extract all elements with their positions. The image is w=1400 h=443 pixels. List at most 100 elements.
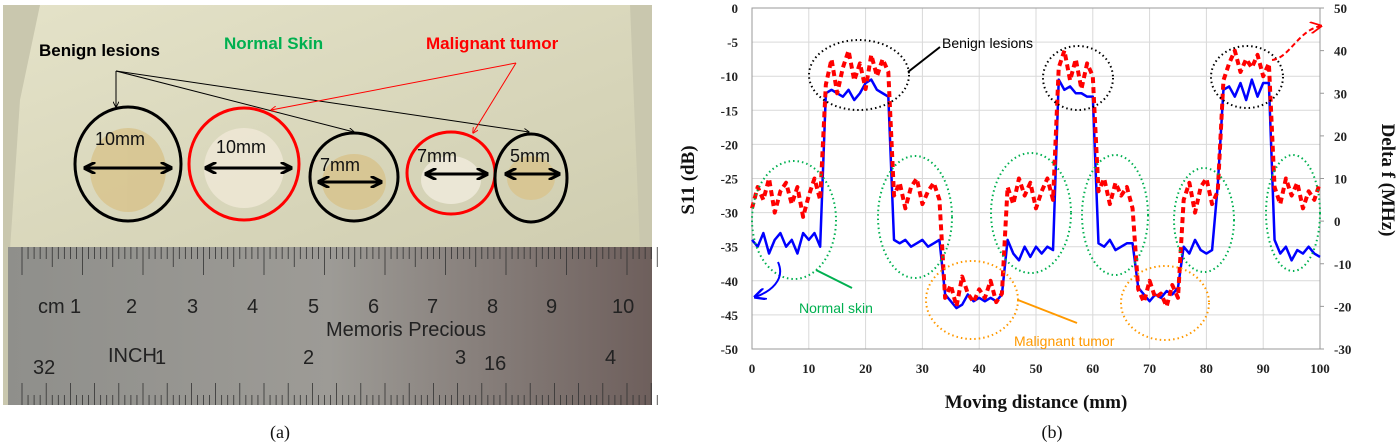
x-tick-label: 10 <box>802 361 815 376</box>
ruler-inch-number: 4 <box>605 347 616 369</box>
benign-ellipse <box>1042 45 1114 111</box>
normal-skin-label: Normal Skin <box>224 34 323 53</box>
benign-ellipse <box>1210 45 1284 109</box>
normal-pointer <box>815 269 853 289</box>
malignant-pointer <box>1017 299 1078 324</box>
ruler <box>8 247 652 405</box>
panel-b-caption: (b) <box>1042 422 1063 443</box>
benign-lesions-annotation: Benign lesions <box>942 35 1033 51</box>
ruler-cm-number: 6 <box>368 296 379 318</box>
ruler-brand: Memoris Precious <box>326 319 486 341</box>
s11-series-line <box>751 78 1321 310</box>
specimen-photo: 10mm 10mm 7mm 7mm 5mm Benign lesions Nor… <box>3 5 658 405</box>
benign-pointer <box>907 46 941 73</box>
x-tick-label: 0 <box>749 361 756 376</box>
delta-f-series-line <box>750 48 1322 309</box>
y-tick-label: -50 <box>721 342 738 357</box>
normal-skin-ellipses <box>751 152 1321 280</box>
y2-tick-label: 30 <box>1334 86 1347 101</box>
right-axis-arrow-icon <box>1271 26 1321 61</box>
lesion-size-label: 7mm <box>320 155 360 175</box>
benign-pointer-lines <box>116 70 529 132</box>
ruler-mark: 32 <box>33 357 55 379</box>
ruler-cm-number: 5 <box>308 296 319 318</box>
chart: 0 -5 -10 -15 -20 -25 -30 -35 -40 -45 -50 50 40 30 20 1… <box>678 1 1398 443</box>
grid <box>751 7 1321 350</box>
x-tick-label: 60 <box>1086 361 1099 376</box>
y2-tick-label: 10 <box>1334 172 1347 187</box>
y-tick-label: -45 <box>721 308 739 323</box>
lesion-size-label: 10mm <box>216 137 266 157</box>
ruler-inch-numbers: 1 2 3 4 <box>155 347 616 369</box>
normal-ellipse <box>751 160 837 280</box>
x-tick-label: 70 <box>1143 361 1156 376</box>
lesion-size-label: 7mm <box>417 146 457 166</box>
ruler-ticks <box>21 247 658 405</box>
ruler-cm-number: 1 <box>70 296 81 318</box>
malignant-pointer-lines <box>271 62 517 133</box>
left-axis-arrow-icon <box>755 261 781 297</box>
ruler-cm-number: 10 <box>612 296 634 318</box>
y-tick-label: -10 <box>721 69 738 84</box>
x-axis-ticks: 0 10 20 30 40 50 60 70 80 90 100 <box>749 361 1330 376</box>
ruler-inch-unit: INCH <box>108 345 157 367</box>
normal-ellipse <box>1081 154 1149 276</box>
malignant-tumor-annotation: Malignant tumor <box>1014 333 1115 349</box>
normal-ellipse <box>990 152 1072 274</box>
malignant-tumor-circle <box>187 106 301 222</box>
benign-lesion-circle <box>73 105 183 223</box>
ruler-cm-number: 4 <box>247 296 258 318</box>
benign-ellipses <box>808 39 1284 111</box>
ruler-cm-number: 3 <box>187 296 198 318</box>
lesion-size-label: 5mm <box>510 146 550 166</box>
y2-tick-label: 40 <box>1334 44 1347 59</box>
ruler-cm-number: 2 <box>126 296 137 318</box>
normal-ellipse <box>1173 167 1235 273</box>
benign-lesion-circle <box>493 132 569 224</box>
y2-tick-label: 0 <box>1334 214 1341 229</box>
ruler-inch-number: 3 <box>455 347 466 369</box>
normal-skin-annotation: Normal skin <box>799 300 873 316</box>
y-tick-label: -20 <box>721 137 738 152</box>
x-tick-label: 30 <box>916 361 929 376</box>
x-tick-label: 40 <box>973 361 986 376</box>
lesion-size-label: 10mm <box>95 129 145 149</box>
y-tick-label: -30 <box>721 206 738 221</box>
y-tick-label: -25 <box>721 172 739 187</box>
ruler-inch-number: 2 <box>303 347 314 369</box>
y-tick-label: 0 <box>732 1 739 16</box>
x-tick-label: 50 <box>1030 361 1043 376</box>
ruler-inch-number: 1 <box>155 347 166 369</box>
ruler-cm-number: 7 <box>427 296 438 318</box>
y-tick-label: -35 <box>721 240 739 255</box>
y2-axis-ticks: 50 40 30 20 10 0 -10 -20 -30 <box>1320 1 1351 357</box>
benign-ellipse <box>808 39 910 111</box>
y-axis-ticks: 0 -5 -10 -15 -20 -25 -30 -35 -40 -45 -50 <box>721 1 739 357</box>
malignant-ellipse <box>1120 265 1210 341</box>
y2-tick-label: -10 <box>1334 257 1351 272</box>
x-tick-label: 100 <box>1310 361 1330 376</box>
y-tick-label: -5 <box>727 35 738 50</box>
skin-sample <box>10 5 640 250</box>
benign-lesions-label: Benign lesions <box>39 41 160 60</box>
y2-tick-label: 20 <box>1334 129 1347 144</box>
malignant-tumor-label: Malignant tumor <box>426 34 559 53</box>
y-tick-label: -15 <box>721 103 739 118</box>
x-axis-label: Moving distance (mm) <box>945 392 1128 413</box>
normal-ellipse <box>877 155 953 279</box>
ruler-cm-numbers: 1 2 3 4 5 6 7 8 9 10 <box>70 296 634 318</box>
x-tick-label: 90 <box>1257 361 1270 376</box>
y2-axis-label: Delta f (MHz) <box>1377 124 1398 237</box>
y2-tick-label: 50 <box>1334 1 1347 16</box>
series-group <box>750 48 1322 310</box>
ruler-cm-unit: cm <box>38 296 65 318</box>
y-tick-label: -40 <box>721 274 738 289</box>
x-tick-label: 20 <box>859 361 872 376</box>
normal-ellipse <box>1265 154 1321 272</box>
size-arrows <box>86 168 558 182</box>
y2-tick-label: -20 <box>1334 299 1351 314</box>
ruler-cm-number: 8 <box>487 296 498 318</box>
ruler-cm-number: 9 <box>546 296 557 318</box>
y-axis-label: S11 (dB) <box>678 145 699 214</box>
